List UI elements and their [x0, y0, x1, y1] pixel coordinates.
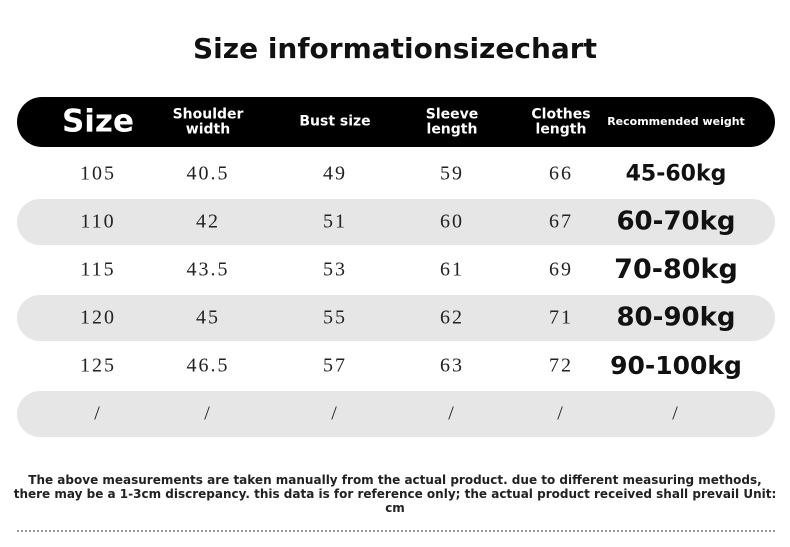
- table-cell: 57: [323, 354, 347, 377]
- table-cell: 120: [80, 306, 116, 329]
- column-header: Recommended weight: [607, 115, 745, 129]
- table-cell: /: [94, 402, 102, 425]
- table-cell: 51: [323, 210, 347, 233]
- divider: [17, 530, 775, 532]
- weight-cell: 80-90kg: [616, 302, 736, 333]
- column-header: Sleeve length: [425, 106, 479, 137]
- table-cell: /: [557, 402, 565, 425]
- footnote: The above measurements are taken manuall…: [13, 473, 777, 515]
- table-cell: 63: [440, 354, 464, 377]
- table-cell: 55: [323, 306, 347, 329]
- table-cell: /: [204, 402, 212, 425]
- table-cell: 45: [196, 306, 220, 329]
- table-cell: 46.5: [186, 354, 230, 377]
- column-header: Clothes length: [531, 106, 591, 137]
- weight-cell: 70-80kg: [614, 253, 738, 285]
- table-cell: /: [448, 402, 456, 425]
- table-cell: 61: [440, 258, 464, 281]
- weight-cell: 60-70kg: [616, 206, 736, 237]
- table-cell: 43.5: [186, 258, 230, 281]
- table-cell: 49: [323, 162, 347, 185]
- table-cell: /: [331, 402, 339, 425]
- row-band: [17, 295, 775, 341]
- weight-cell: 45-60kg: [625, 161, 727, 187]
- table-cell: 69: [549, 258, 573, 281]
- table-cell: 71: [549, 306, 573, 329]
- column-header: Size: [61, 103, 135, 140]
- header-bar: [17, 97, 775, 147]
- row-band: [17, 199, 775, 245]
- table-cell: 115: [80, 258, 116, 281]
- table-cell: /: [672, 402, 680, 425]
- table-cell: 60: [440, 210, 464, 233]
- table-cell: 67: [549, 210, 573, 233]
- table-cell: 59: [440, 162, 464, 185]
- table-cell: 125: [80, 354, 116, 377]
- weight-cell: 90-100kg: [610, 350, 742, 380]
- table-cell: 62: [440, 306, 464, 329]
- row-band: [17, 391, 775, 437]
- table-cell: 42: [196, 210, 220, 233]
- table-cell: 110: [80, 210, 116, 233]
- table-cell: 72: [549, 354, 573, 377]
- table-cell: 40.5: [186, 162, 230, 185]
- column-header: Bust size: [299, 113, 371, 130]
- table-cell: 66: [549, 162, 573, 185]
- table-cell: 105: [80, 162, 116, 185]
- title: Size informationsizechart: [193, 32, 597, 65]
- column-header: Shoulder width: [172, 106, 244, 137]
- table-cell: 53: [323, 258, 347, 281]
